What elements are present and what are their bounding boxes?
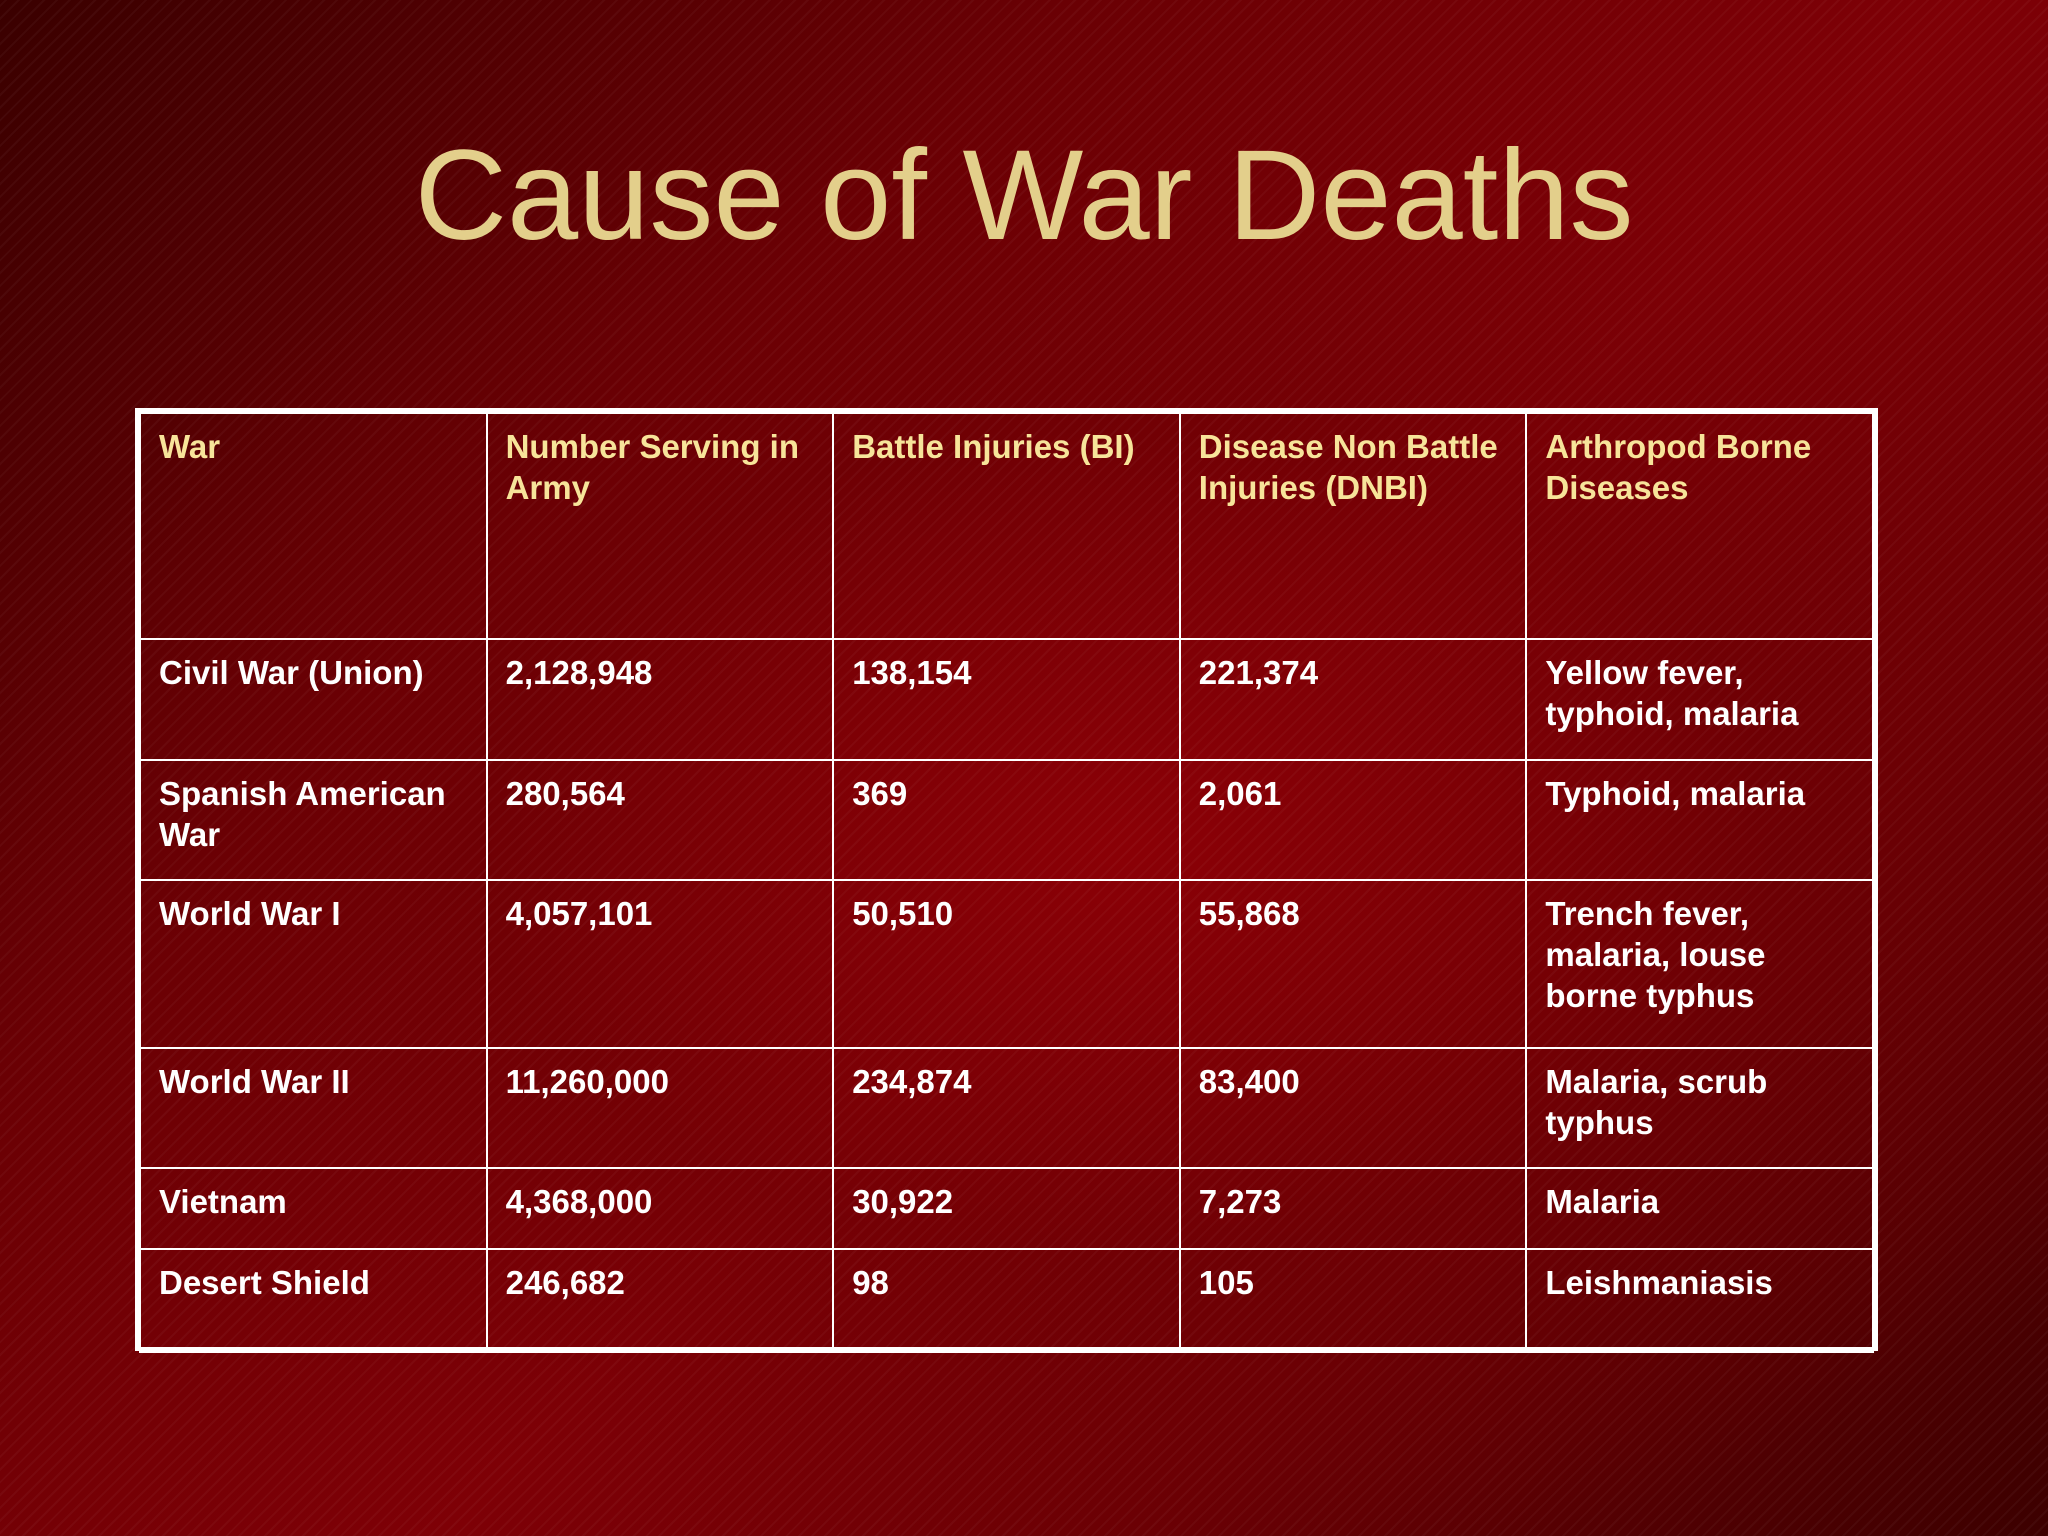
table-row: Civil War (Union) 2,128,948 138,154 221,… [139, 638, 1874, 761]
header-dnbi: Disease Non Battle Injuries (DNBI) [1178, 412, 1528, 640]
cell-war: Vietnam [139, 1167, 488, 1250]
table-row: World War I 4,057,101 50,510 55,868 Tren… [139, 879, 1874, 1049]
cell-arthropod-diseases: Malaria [1525, 1167, 1874, 1250]
cell-number-serving: 4,057,101 [485, 879, 835, 1049]
cell-battle-injuries: 234,874 [832, 1047, 1181, 1169]
cell-arthropod-diseases: Leishmaniasis [1525, 1248, 1874, 1353]
header-war: War [139, 412, 488, 640]
cell-battle-injuries: 50,510 [832, 879, 1181, 1049]
cell-dnbi: 7,273 [1178, 1167, 1528, 1250]
cell-war: Civil War (Union) [139, 638, 488, 761]
cell-dnbi: 83,400 [1178, 1047, 1528, 1169]
table-row: Vietnam 4,368,000 30,922 7,273 Malaria [139, 1167, 1874, 1250]
cell-war: Spanish American War [139, 759, 488, 881]
cell-arthropod-diseases: Trench fever, malaria, louse borne typhu… [1525, 879, 1874, 1049]
cell-number-serving: 246,682 [485, 1248, 835, 1353]
cell-arthropod-diseases: Yellow fever, typhoid, malaria [1525, 638, 1874, 761]
cell-battle-injuries: 138,154 [832, 638, 1181, 761]
slide-title: Cause of War Deaths [414, 124, 1634, 267]
header-arthropod-diseases: Arthropod Borne Diseases [1525, 412, 1874, 640]
table-row: World War II 11,260,000 234,874 83,400 M… [139, 1047, 1874, 1169]
table-row: Spanish American War 280,564 369 2,061 T… [139, 759, 1874, 881]
cell-number-serving: 280,564 [485, 759, 835, 881]
cell-war: Desert Shield [139, 1248, 488, 1353]
cell-number-serving: 11,260,000 [485, 1047, 835, 1169]
cell-number-serving: 4,368,000 [485, 1167, 835, 1250]
cell-arthropod-diseases: Typhoid, malaria [1525, 759, 1874, 881]
cell-battle-injuries: 369 [832, 759, 1181, 881]
cell-battle-injuries: 30,922 [832, 1167, 1181, 1250]
cell-battle-injuries: 98 [832, 1248, 1181, 1353]
cell-arthropod-diseases: Malaria, scrub typhus [1525, 1047, 1874, 1169]
cell-dnbi: 2,061 [1178, 759, 1528, 881]
cell-number-serving: 2,128,948 [485, 638, 835, 761]
table-row: Desert Shield 246,682 98 105 Leishmanias… [139, 1248, 1874, 1353]
header-number-serving: Number Serving in Army [485, 412, 835, 640]
header-battle-injuries: Battle Injuries (BI) [832, 412, 1181, 640]
cell-dnbi: 221,374 [1178, 638, 1528, 761]
war-deaths-table: War Number Serving in Army Battle Injuri… [139, 412, 1874, 1353]
cell-war: World War II [139, 1047, 488, 1169]
cell-war: World War I [139, 879, 488, 1049]
cell-dnbi: 55,868 [1178, 879, 1528, 1049]
war-deaths-table-container: War Number Serving in Army Battle Injuri… [135, 408, 1878, 1353]
table-header-row: War Number Serving in Army Battle Injuri… [139, 412, 1874, 640]
cell-dnbi: 105 [1178, 1248, 1528, 1353]
